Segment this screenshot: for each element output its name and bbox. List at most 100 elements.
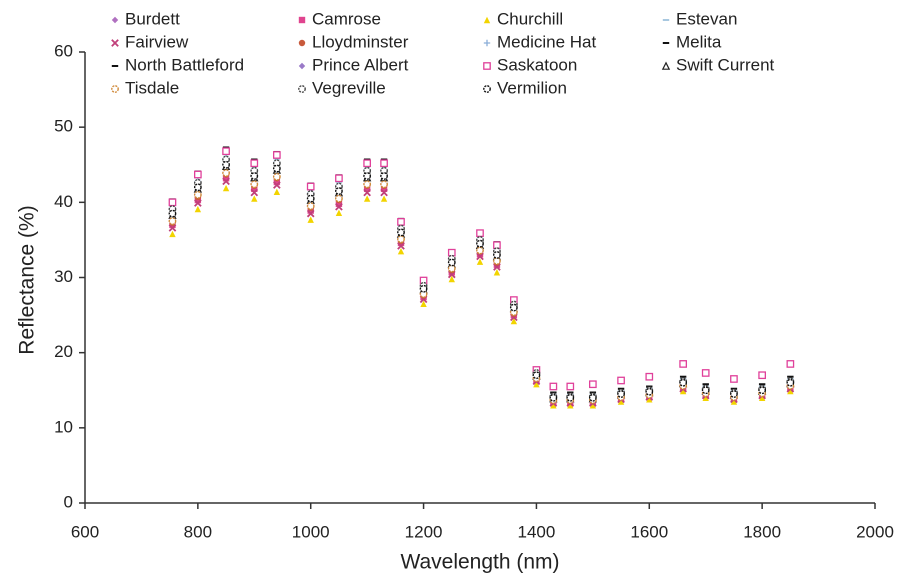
data-point	[380, 159, 388, 168]
x-tick-label: 800	[184, 522, 212, 541]
legend-label: Medicine Hat	[497, 32, 596, 51]
data-point	[447, 258, 456, 267]
data-point	[419, 290, 428, 298]
data-point	[447, 264, 456, 273]
data-point	[679, 378, 688, 387]
data-point	[566, 393, 575, 402]
data-point	[758, 371, 766, 380]
data-point	[493, 269, 501, 276]
y-tick-label: 10	[54, 417, 73, 436]
legend-marker	[298, 62, 306, 70]
data-point	[397, 247, 405, 255]
data-point	[335, 187, 343, 195]
data-point	[617, 398, 625, 405]
data-point	[679, 360, 687, 368]
data-point	[397, 242, 405, 250]
legend-marker	[298, 85, 306, 93]
data-point	[758, 394, 766, 401]
data-point	[397, 218, 405, 226]
data-point	[589, 380, 597, 389]
data-point	[193, 190, 202, 199]
data-point	[168, 209, 177, 218]
data-point	[380, 180, 388, 189]
data-point	[222, 169, 230, 177]
data-point	[168, 224, 177, 232]
legend-label: Vegreville	[312, 78, 386, 97]
data-point	[335, 200, 343, 208]
legend-label: Lloydminster	[312, 32, 409, 51]
data-point	[787, 387, 794, 395]
data-point	[307, 216, 314, 223]
data-point	[448, 275, 455, 283]
data-point	[363, 180, 372, 189]
data-point	[510, 317, 518, 325]
data-point	[758, 386, 767, 395]
data-point	[493, 251, 501, 259]
data-point	[222, 184, 230, 192]
legend-marker	[483, 39, 491, 47]
legend-label: Prince Albert	[312, 55, 409, 74]
x-tick-label: 1400	[518, 522, 556, 541]
data-point	[730, 390, 738, 398]
legend-marker	[111, 39, 119, 47]
data-point	[306, 182, 315, 191]
data-point	[549, 382, 558, 391]
data-point	[567, 402, 574, 409]
data-point	[272, 172, 281, 181]
legend-marker	[661, 61, 671, 70]
data-point	[566, 382, 575, 391]
data-point	[550, 402, 557, 409]
data-point	[645, 387, 654, 396]
data-point	[194, 205, 202, 213]
data-point	[701, 369, 710, 377]
data-point	[589, 402, 597, 409]
data-point	[701, 386, 710, 395]
x-tick-label: 1000	[292, 522, 330, 541]
data-point	[509, 303, 518, 312]
data-point	[476, 252, 484, 261]
legend-label: Vermilion	[497, 78, 567, 97]
data-point	[476, 229, 484, 238]
data-point	[250, 159, 259, 168]
data-point	[420, 300, 427, 308]
x-tick-label: 1200	[405, 522, 443, 541]
data-point	[363, 172, 372, 180]
data-point	[250, 172, 259, 180]
data-point	[533, 381, 540, 388]
data-point	[380, 195, 388, 202]
data-point	[363, 159, 371, 168]
y-tick-label: 30	[54, 267, 73, 286]
data-point	[679, 387, 687, 395]
data-point	[273, 178, 281, 186]
legend-label: Burdett	[125, 9, 180, 28]
data-point	[222, 175, 230, 182]
data-point	[419, 284, 428, 293]
data-point	[476, 246, 484, 255]
data-point	[193, 183, 202, 192]
data-point	[786, 360, 795, 368]
data-point	[250, 180, 259, 189]
data-point	[335, 174, 343, 183]
x-tick-label: 1600	[630, 522, 668, 541]
y-tick-label: 50	[54, 117, 73, 136]
data-point	[363, 188, 371, 197]
data-point	[380, 172, 388, 180]
data-point	[222, 147, 230, 156]
data-point	[306, 202, 315, 210]
data-point	[306, 209, 315, 218]
data-point	[306, 194, 315, 203]
data-point	[273, 181, 281, 189]
data-point	[222, 177, 230, 186]
data-point	[617, 390, 625, 398]
legend-label: Estevan	[676, 9, 737, 28]
data-point	[397, 235, 405, 244]
legend-marker	[298, 39, 306, 47]
y-tick-label: 0	[64, 492, 73, 511]
legend-label: Camrose	[312, 9, 381, 28]
data-point	[532, 371, 541, 380]
data-point	[730, 375, 738, 383]
y-tick-label: 60	[54, 41, 73, 60]
y-axis-title: Reflectance (%)	[16, 205, 39, 354]
data-point	[222, 160, 230, 169]
data-point	[335, 203, 343, 211]
